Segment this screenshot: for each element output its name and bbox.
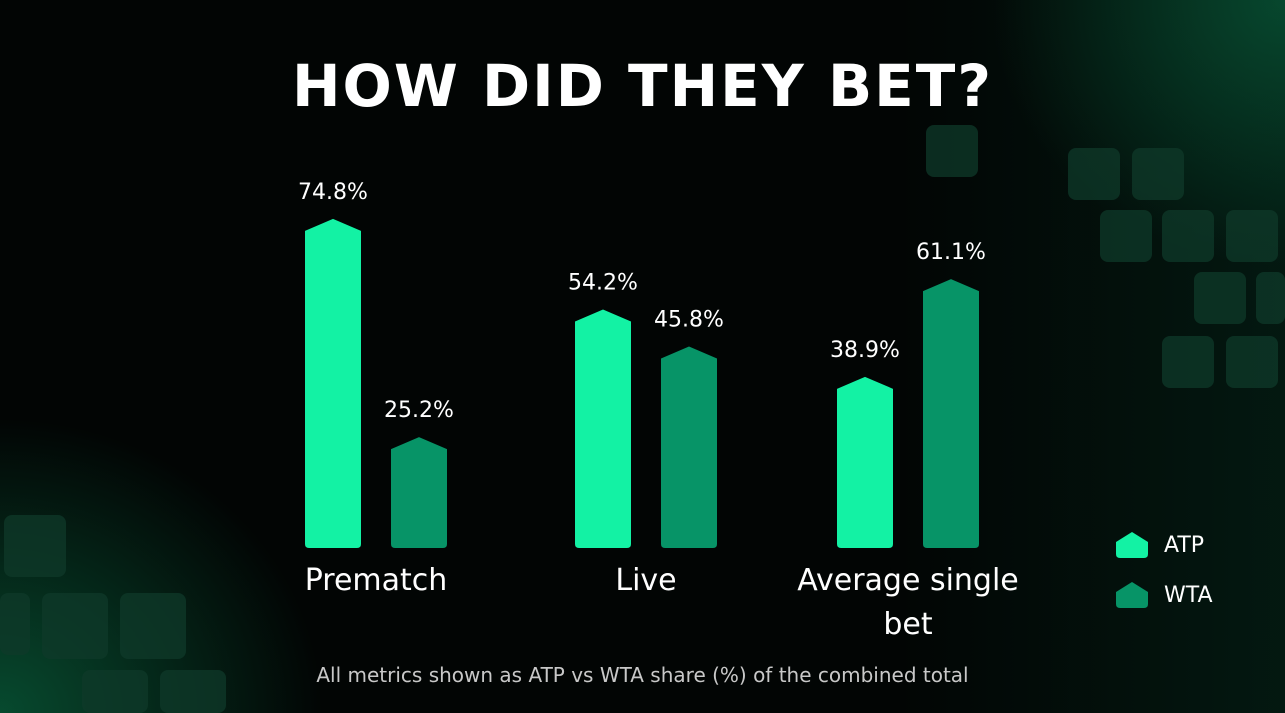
category-label-2: Average single bet <box>797 563 1019 642</box>
bar-atp-1 <box>575 309 631 548</box>
legend-swatch-atp-icon <box>1116 532 1148 558</box>
value-label-atp-1: 54.2% <box>568 271 638 296</box>
value-label-wta-1: 45.8% <box>654 307 724 332</box>
chart-title: HOW DID THEY BET? <box>291 52 994 120</box>
legend-item-atp: ATP <box>1116 520 1213 570</box>
bar-wta-2 <box>923 279 979 548</box>
value-label-atp-0: 74.8% <box>298 180 368 205</box>
bar-wta-1 <box>661 346 717 548</box>
category-label-0: Prematch <box>305 563 448 598</box>
bar-wta-0 <box>391 437 447 548</box>
footnote: All metrics shown as ATP vs WTA share (%… <box>316 663 969 687</box>
legend-item-wta: WTA <box>1116 570 1213 620</box>
legend-label-atp: ATP <box>1164 532 1205 558</box>
legend: ATP WTA <box>1116 520 1213 620</box>
value-label-atp-2: 38.9% <box>830 338 900 363</box>
bar-atp-0 <box>305 218 361 548</box>
category-label-1: Live <box>615 563 676 598</box>
value-label-wta-2: 61.1% <box>916 240 986 265</box>
value-label-wta-0: 25.2% <box>384 398 454 423</box>
bar-atp-2 <box>837 376 893 548</box>
legend-label-wta: WTA <box>1164 582 1213 608</box>
legend-swatch-wta-icon <box>1116 582 1148 608</box>
